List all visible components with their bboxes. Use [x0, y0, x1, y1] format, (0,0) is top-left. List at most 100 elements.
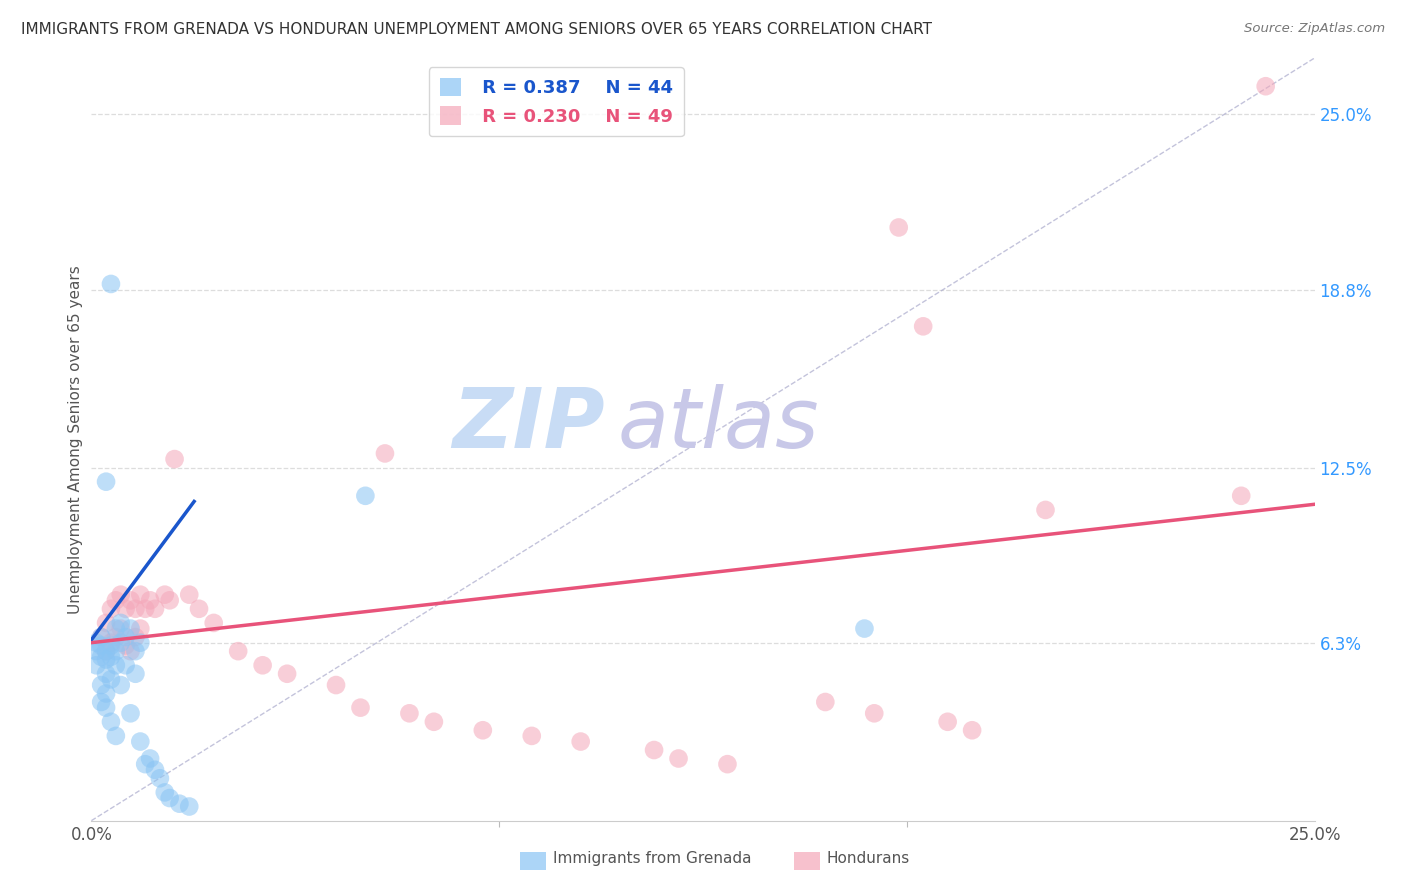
- Point: [143, 763, 166, 777]
- Point: [159, 593, 181, 607]
- Point: [94, 666, 117, 681]
- Point: [104, 729, 127, 743]
- Legend:  R = 0.387    N = 44,  R = 0.230    N = 49: R = 0.387 N = 44, R = 0.230 N = 49: [429, 67, 683, 136]
- Point: [90, 630, 112, 644]
- Point: [643, 743, 665, 757]
- Point: [120, 622, 142, 636]
- Point: [569, 734, 592, 748]
- Point: [153, 588, 176, 602]
- Point: [139, 593, 162, 607]
- Point: [668, 751, 690, 765]
- Point: [114, 602, 136, 616]
- Point: [100, 277, 122, 291]
- Point: [110, 678, 132, 692]
- Point: [100, 714, 122, 729]
- Point: [143, 602, 166, 616]
- Point: [325, 678, 347, 692]
- Point: [149, 771, 172, 786]
- Text: atlas: atlas: [617, 384, 820, 465]
- Point: [159, 791, 181, 805]
- Point: [169, 797, 191, 811]
- Point: [124, 666, 146, 681]
- Point: [90, 630, 112, 644]
- Point: [398, 706, 420, 721]
- Point: [520, 729, 543, 743]
- Text: Hondurans: Hondurans: [827, 851, 910, 866]
- Point: [129, 588, 152, 602]
- Point: [936, 714, 959, 729]
- Point: [349, 700, 371, 714]
- Point: [94, 615, 117, 630]
- Point: [100, 639, 122, 653]
- Text: ZIP: ZIP: [453, 384, 605, 465]
- Point: [887, 220, 910, 235]
- Point: [84, 635, 107, 649]
- Text: IMMIGRANTS FROM GRENADA VS HONDURAN UNEMPLOYMENT AMONG SENIORS OVER 65 YEARS COR: IMMIGRANTS FROM GRENADA VS HONDURAN UNEM…: [21, 22, 932, 37]
- Point: [94, 644, 117, 658]
- Point: [179, 588, 201, 602]
- Point: [188, 602, 211, 616]
- Point: [853, 622, 876, 636]
- Point: [423, 714, 446, 729]
- Point: [84, 644, 107, 658]
- Point: [226, 644, 249, 658]
- Point: [139, 751, 162, 765]
- Point: [354, 489, 377, 503]
- Point: [716, 757, 738, 772]
- Point: [960, 723, 983, 738]
- Point: [1035, 503, 1057, 517]
- Point: [90, 678, 112, 692]
- Point: [100, 602, 122, 616]
- Point: [202, 615, 225, 630]
- Point: [814, 695, 837, 709]
- Point: [124, 644, 146, 658]
- Point: [94, 475, 117, 489]
- Point: [104, 593, 127, 607]
- Point: [114, 630, 136, 644]
- Point: [94, 653, 117, 667]
- Point: [276, 666, 298, 681]
- Point: [104, 658, 127, 673]
- Point: [110, 635, 132, 649]
- Point: [94, 687, 117, 701]
- Point: [252, 658, 274, 673]
- Point: [94, 644, 117, 658]
- Point: [124, 630, 146, 644]
- Point: [104, 644, 127, 658]
- Point: [120, 593, 142, 607]
- Point: [90, 649, 112, 664]
- Y-axis label: Unemployment Among Seniors over 65 years: Unemployment Among Seniors over 65 years: [67, 265, 83, 614]
- Point: [90, 639, 112, 653]
- Point: [124, 602, 146, 616]
- Point: [134, 602, 156, 616]
- Point: [120, 706, 142, 721]
- Point: [110, 588, 132, 602]
- Point: [94, 700, 117, 714]
- Point: [153, 785, 176, 799]
- Point: [163, 452, 186, 467]
- Point: [374, 446, 396, 460]
- Point: [134, 757, 156, 772]
- Text: Source: ZipAtlas.com: Source: ZipAtlas.com: [1244, 22, 1385, 36]
- Point: [912, 319, 935, 334]
- Point: [863, 706, 886, 721]
- Point: [100, 649, 122, 664]
- Point: [179, 799, 201, 814]
- Point: [114, 639, 136, 653]
- Point: [129, 622, 152, 636]
- Text: Immigrants from Grenada: Immigrants from Grenada: [553, 851, 751, 866]
- Point: [114, 658, 136, 673]
- Point: [104, 622, 127, 636]
- Point: [104, 630, 127, 644]
- Point: [1254, 79, 1277, 94]
- Point: [90, 695, 112, 709]
- Point: [120, 644, 142, 658]
- Point: [100, 673, 122, 687]
- Point: [1230, 489, 1253, 503]
- Point: [84, 658, 107, 673]
- Point: [110, 622, 132, 636]
- Point: [110, 615, 132, 630]
- Point: [471, 723, 494, 738]
- Point: [100, 635, 122, 649]
- Point: [129, 734, 152, 748]
